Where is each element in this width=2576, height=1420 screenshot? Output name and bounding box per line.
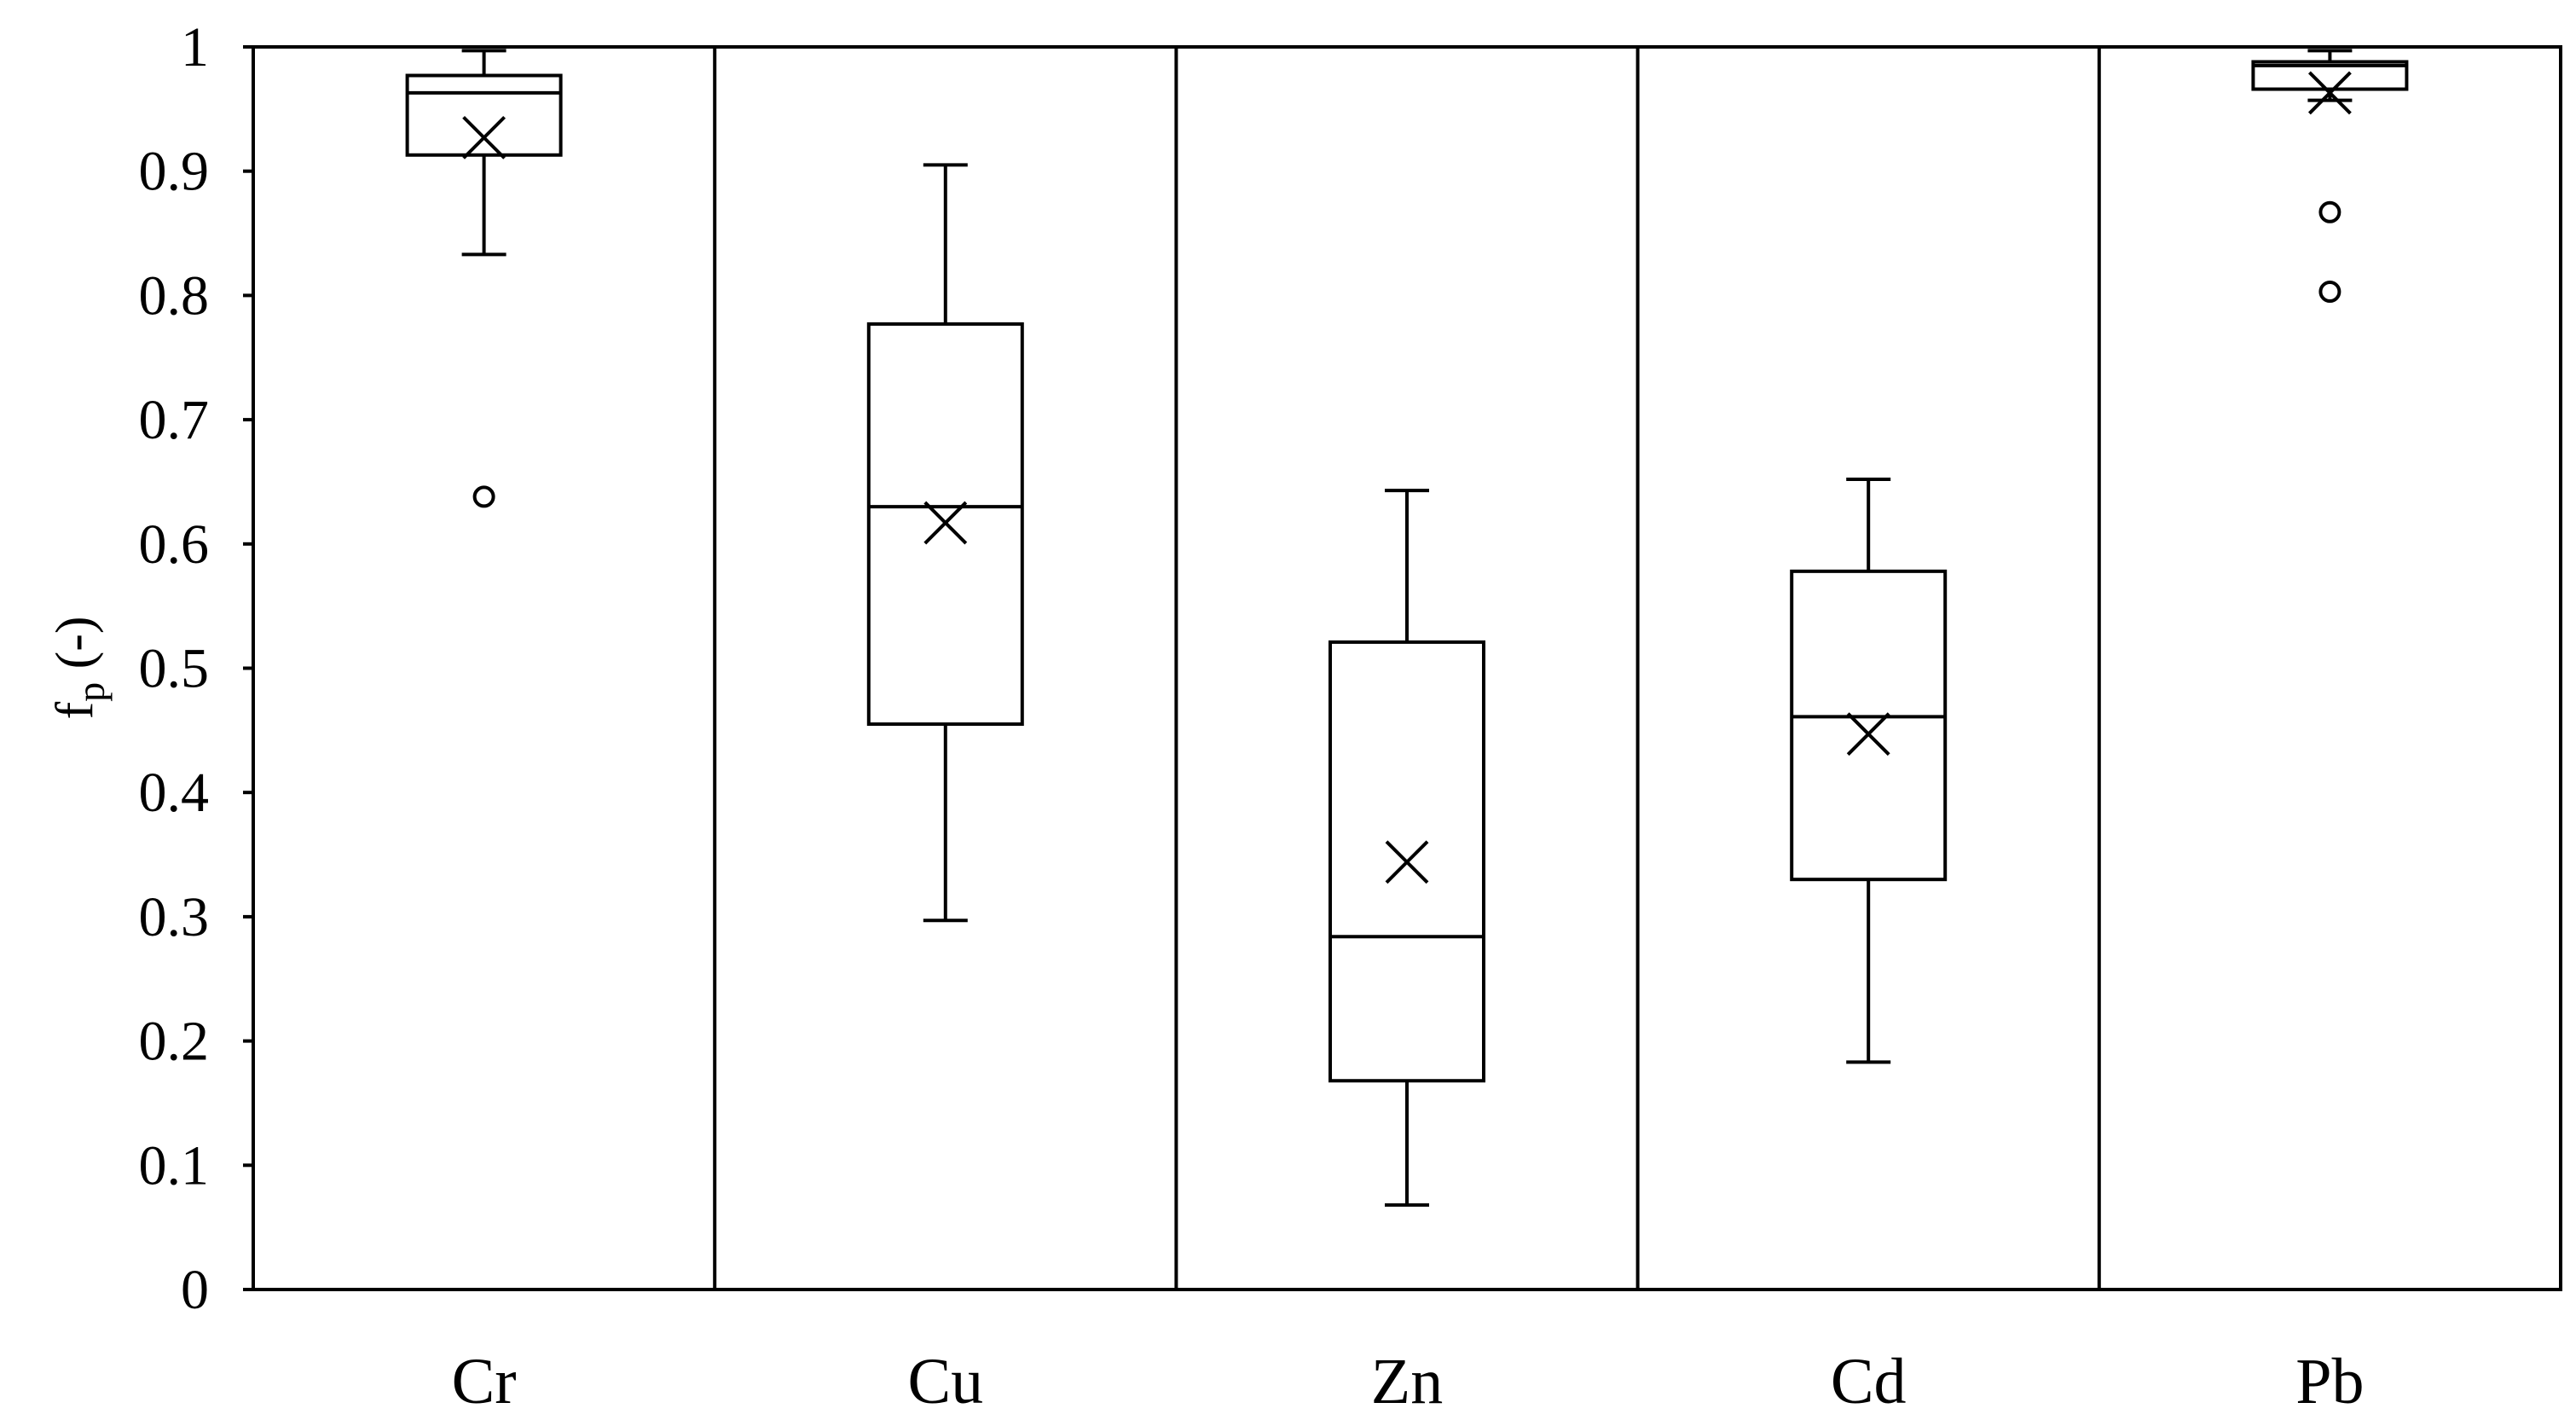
category-label-zn: Zn — [1371, 1346, 1443, 1417]
mean-marker-stroke — [1846, 712, 1890, 756]
y-axis-label-suffix: (-) — [46, 616, 104, 681]
y-tick-label: 0.9 — [139, 141, 210, 203]
mean-marker-stroke — [462, 115, 507, 159]
y-tick-label: 0.6 — [139, 513, 210, 576]
iqr-box — [2251, 60, 2409, 91]
y-tick-label: 0.3 — [139, 886, 210, 948]
y-axis-label: fp (-) — [46, 616, 113, 719]
box-cd — [1790, 478, 1948, 1064]
y-axis-label-subscript: p — [69, 682, 113, 702]
category-label-pb: Pb — [2295, 1346, 2364, 1417]
x-axis-category-labels: Cr Cu Zn Cd Pb — [452, 1346, 2365, 1417]
category-label-cd: Cd — [1831, 1346, 1907, 1417]
outlier-point — [2318, 200, 2342, 223]
iqr-box — [405, 73, 563, 157]
mean-marker-stroke — [923, 501, 968, 545]
outlier-point — [472, 485, 495, 508]
mean-marker-stroke — [2307, 71, 2352, 115]
y-tick-label: 0 — [181, 1259, 209, 1321]
category-label-cr: Cr — [452, 1346, 517, 1417]
iqr-box — [1790, 569, 1948, 882]
outlier-point — [2318, 281, 2342, 304]
y-tick-label: 0.7 — [139, 389, 210, 451]
box-zn — [1329, 489, 1485, 1207]
box-cu — [866, 163, 1024, 923]
y-tick-label: 0.1 — [139, 1134, 210, 1197]
y-tick-label: 0.2 — [139, 1011, 210, 1073]
iqr-box — [1329, 640, 1485, 1083]
boxes-group — [405, 49, 2409, 1207]
y-tick-label: 1 — [181, 16, 209, 78]
box-pb — [2251, 49, 2409, 304]
y-tick-label: 0.4 — [139, 762, 210, 824]
category-label-cu: Cu — [907, 1346, 983, 1417]
category-separators — [713, 47, 2101, 1290]
mean-marker-stroke — [1385, 840, 1429, 884]
y-axis-label-main: f — [46, 702, 104, 720]
iqr-box — [866, 322, 1024, 727]
y-tick-label: 0.5 — [139, 638, 210, 700]
y-axis-ticks: 0 0.1 0.2 0.3 0.4 0.5 0.6 0.7 0.8 0.9 1 — [139, 16, 253, 1321]
y-tick-label: 0.8 — [139, 264, 210, 327]
box-cr — [405, 49, 563, 508]
